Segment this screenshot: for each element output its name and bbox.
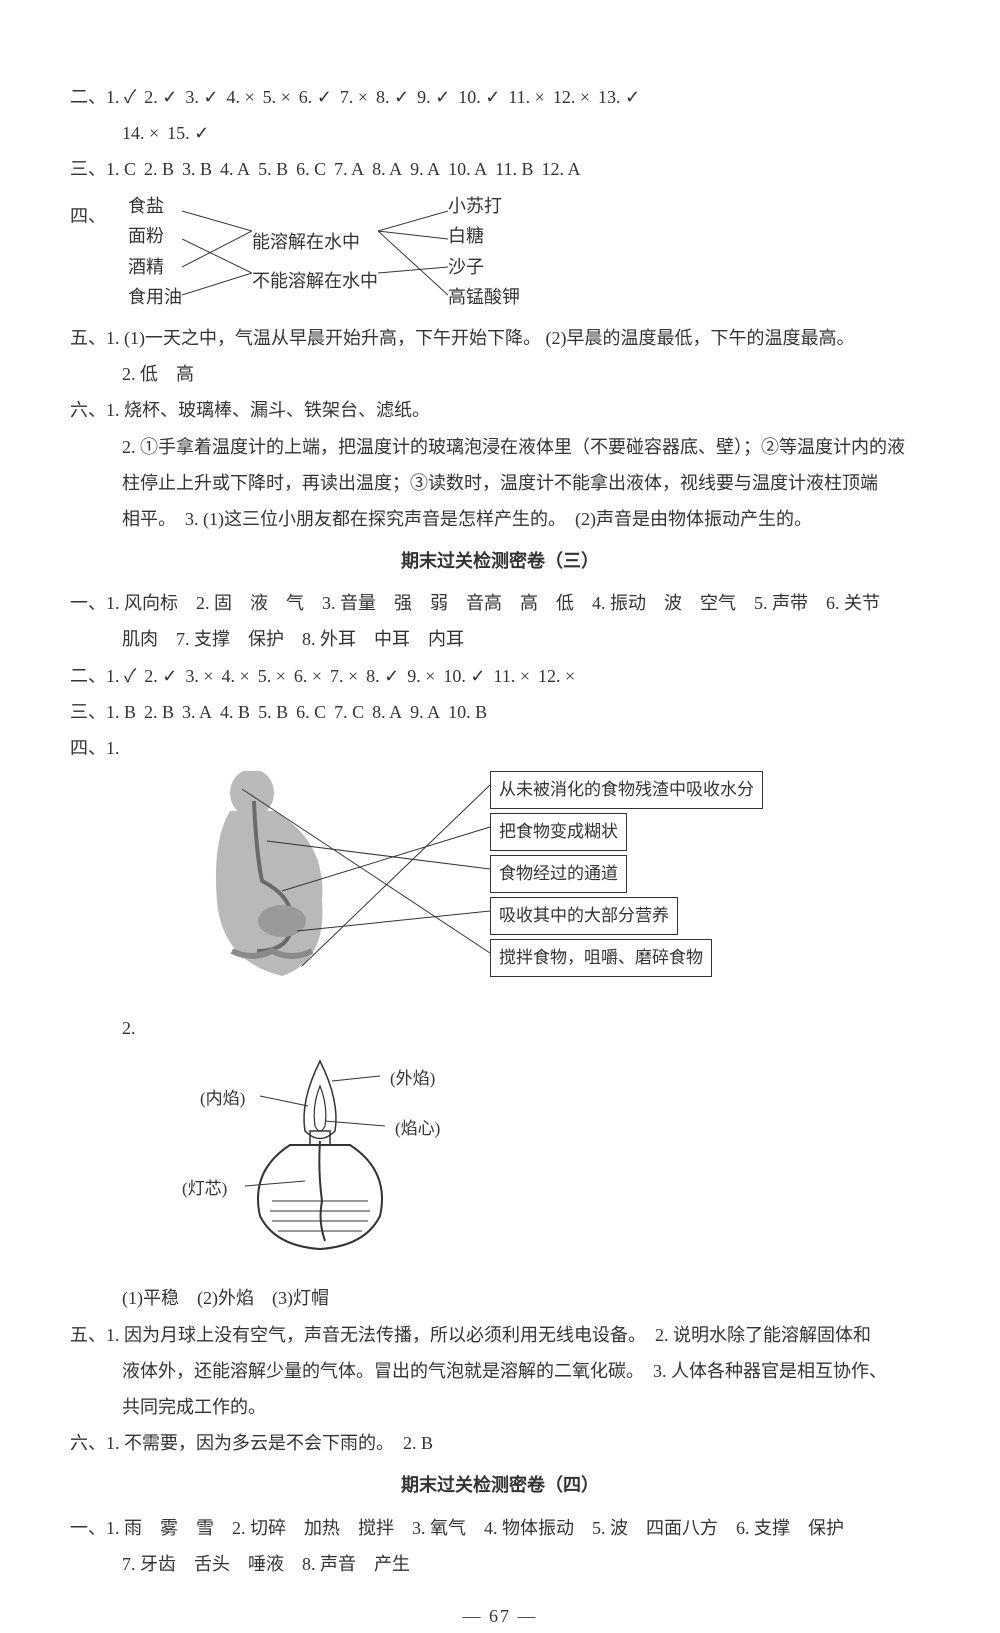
section-4-label: 四、 <box>70 199 106 233</box>
section-2-answers: 1. ✓2. ✓3. ✓4. ×5. ×6. ✓7. ×8. ✓9. ✓10. … <box>106 87 648 107</box>
section-6-q2c: 相平。 3. (1)这三位小朋友都在探究声音是怎样产生的。 (2)声音是由物体振… <box>70 502 930 536</box>
p3-s5-line3: 共同完成工作的。 <box>70 1390 930 1424</box>
p3-s4-2-answers: (1)平稳 (2)外焰 (3)灯帽 <box>70 1281 930 1315</box>
match-lines-left <box>182 197 252 307</box>
body-box-1: 把食物变成糊状 <box>490 813 627 851</box>
match-left-2: 酒精 <box>128 252 182 283</box>
section-2-line1: 二、1. ✓2. ✓3. ✓4. ×5. ×6. ✓7. ×8. ✓9. ✓10… <box>70 80 930 114</box>
p3-s6-line1: 六、1. 不需要，因为多云是不会下雨的。 2. B <box>70 1426 930 1460</box>
lamp-label-outer: (外焰) <box>390 1063 435 1095</box>
section-4-matching: 四、 食盐 面粉 酒精 食用油 能溶解在水中 不能溶解在水中 小苏打 白糖 沙子… <box>70 191 930 313</box>
section-5-q2: 2. 低 高 <box>70 357 930 391</box>
p3-s5-line1: 五、1. 因为月球上没有空气，声音无法传播，所以必须利用无线电设备。 2. 说明… <box>70 1318 930 1352</box>
match-mid-1: 不能溶解在水中 <box>252 266 378 297</box>
section-2-label: 二、 <box>70 87 106 107</box>
match-left-3: 食用油 <box>128 282 182 313</box>
section-3-label: 三、 <box>70 159 106 179</box>
section-3-answers: 1. C2. B3. B4. A5. B6. C7. A8. A9. A10. … <box>106 159 589 179</box>
body-box-4: 搅拌食物，咀嚼、磨碎食物 <box>490 939 712 977</box>
p3-s4-2-label: 2. <box>70 1011 930 1045</box>
body-box-2: 食物经过的通道 <box>490 855 627 893</box>
lamp-label-core: (焰心) <box>395 1113 440 1145</box>
section-6-q2b: 柱停止上升或下降时，再读出温度；③读数时，温度计不能拿出液体，视线要与温度计液柱… <box>70 466 930 500</box>
lamp-label-wick: (灯芯) <box>182 1173 227 1205</box>
match-left-1: 面粉 <box>128 221 182 252</box>
section-3-line: 三、1. C2. B3. B4. A5. B6. C7. A8. A9. A10… <box>70 152 930 186</box>
title-paper-3: 期末过关检测密卷（三） <box>70 544 930 578</box>
match-right-3: 高锰酸钾 <box>448 282 520 313</box>
body-diagram: 从未被消化的食物残渣中吸收水分 把食物变成糊状 食物经过的通道 吸收其中的大部分… <box>70 771 930 1001</box>
body-box-0: 从未被消化的食物残渣中吸收水分 <box>490 771 763 809</box>
match-right-0: 小苏打 <box>448 191 520 222</box>
body-box-3: 吸收其中的大部分营养 <box>490 897 678 935</box>
alcohol-lamp-diagram: (内焰) (外焰) (焰心) (灯芯) <box>70 1051 930 1271</box>
p3-s4-label: 四、1. <box>70 731 930 765</box>
title-paper-4: 期末过关检测密卷（四） <box>70 1468 930 1502</box>
p3-s3-line: 三、1. B2. B3. A4. B5. B6. C7. C8. A9. A10… <box>70 695 930 729</box>
p3-s2-line: 二、1. ✓2. ✓3. ×4. ×5. ×6. ×7. ×8. ✓9. ×10… <box>70 659 930 693</box>
match-lines-right <box>378 197 448 307</box>
match-right-1: 白糖 <box>448 221 520 252</box>
section-6-q2a: 2. ①手拿着温度计的上端，把温度计的玻璃泡浸在液体里（不要碰容器底、壁）；②等… <box>70 430 930 464</box>
p3-s5-line2: 液体外，还能溶解少量的气体。冒出的气泡就是溶解的二氧化碳。 3. 人体各种器官是… <box>70 1354 930 1388</box>
p4-s1-line1: 一、1. 雨 雾 雪 2. 切碎 加热 搅拌 3. 氧气 4. 物体振动 5. … <box>70 1511 930 1545</box>
section-5-q1: 五、1. (1)一天之中，气温从早晨开始升高，下午开始下降。 (2)早晨的温度最… <box>70 321 930 355</box>
p3-s1-line2: 肌肉 7. 支撑 保护 8. 外耳 中耳 内耳 <box>70 622 930 656</box>
page-number: — 67 — <box>70 1599 930 1633</box>
match-left-0: 食盐 <box>128 191 182 222</box>
p3-s1-line1: 一、1. 风向标 2. 固 液 气 3. 音量 强 弱 音高 高 低 4. 振动… <box>70 586 930 620</box>
match-mid-0: 能溶解在水中 <box>252 227 378 258</box>
lamp-label-inner: (内焰) <box>200 1083 245 1115</box>
match-right-2: 沙子 <box>448 252 520 283</box>
section-6-q1: 六、1. 烧杯、玻璃棒、漏斗、铁架台、滤纸。 <box>70 393 930 427</box>
section-2-line2: 14. ×15. ✓ <box>70 116 930 150</box>
p4-s1-line2: 7. 牙齿 舌头 唾液 8. 声音 产生 <box>70 1547 930 1581</box>
